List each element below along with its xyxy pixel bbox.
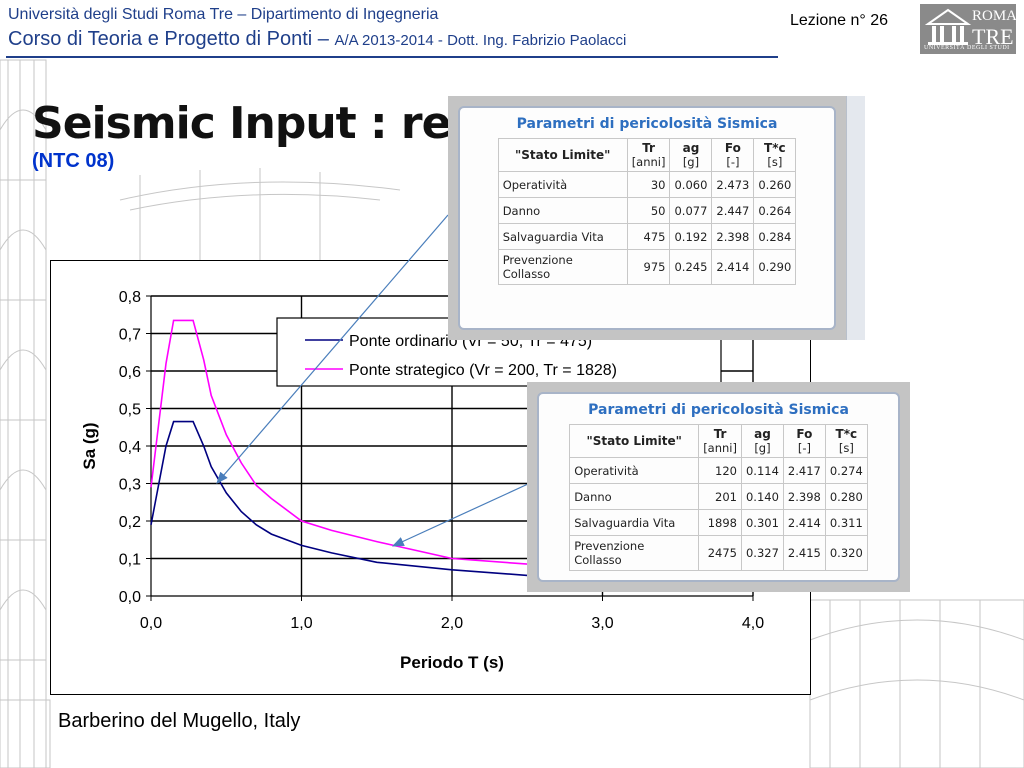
- y-axis-label: Sa (g): [80, 422, 99, 469]
- logo-university: UNIVERSITÀ DEGLI STUDI: [924, 45, 1010, 51]
- col-stato-limite: "Stato Limite": [497, 138, 628, 172]
- hazard-table-panel: Parametri di pericolosità Sismica "Stato…: [458, 106, 836, 330]
- course-name: Corso di Teoria e Progetto di Ponti –: [8, 28, 329, 50]
- x-tick-label: 1,0: [290, 615, 312, 632]
- scrollbar[interactable]: [846, 96, 865, 340]
- hazard-table-panel: Parametri di pericolosità Sismica "Stato…: [537, 392, 900, 582]
- logo-roma: ROMA: [972, 8, 1018, 24]
- x-tick-label: 3,0: [591, 615, 613, 632]
- y-tick-label: 0,2: [119, 514, 141, 531]
- legend-label: Ponte strategico (Vr = 200, Tr = 1828): [349, 362, 617, 379]
- x-tick-label: 4,0: [742, 615, 764, 632]
- university-header: Università degli Studi Roma Tre – Dipart…: [8, 6, 439, 23]
- building-icon: [924, 8, 972, 45]
- table-row: Prevenzione Collasso 2475 0.327 2.415 0.320: [569, 535, 868, 571]
- table-header-row: "Stato Limite" Tr [anni] ag [g] Fo [-] T*c[…: [497, 138, 797, 172]
- y-tick-label: 0,3: [119, 477, 141, 494]
- hazard-table-strategico: Parametri di pericolosità Sismica "Stato…: [527, 382, 910, 592]
- slide-subtitle: (NTC 08): [32, 150, 115, 172]
- hazard-table-ordinario: Parametri di pericolosità Sismica "Stato…: [448, 96, 846, 340]
- table-row: Salvaguardia Vita 1898 0.301 2.414 0.311: [569, 509, 868, 536]
- table-row: Danno 201 0.140 2.398 0.280: [569, 483, 868, 510]
- col-ag: ag [g]: [740, 424, 784, 458]
- hazard-table-title: Parametri di pericolosità Sismica: [516, 116, 778, 132]
- col-tr: Tr [anni]: [698, 424, 742, 458]
- table-header-row: "Stato Limite" Tr [anni] ag [g] Fo [-] T*c[…: [569, 424, 868, 458]
- y-tick-label: 0,6: [119, 364, 141, 381]
- col-fo: Fo [-]: [711, 138, 755, 172]
- y-tick-label: 0,4: [119, 439, 141, 456]
- course-header: Corso di Teoria e Progetto di Ponti – A/…: [8, 28, 626, 51]
- col-stato-limite: "Stato Limite": [569, 424, 700, 458]
- col-fo: Fo [-]: [782, 424, 826, 458]
- table-row: Operatività 30 0.060 2.473 0.260: [497, 171, 797, 198]
- table-row: Prevenzione Collasso 975 0.245 2.414 0.290: [497, 249, 797, 285]
- y-tick-label: 0,8: [119, 289, 141, 306]
- y-tick-label: 0,0: [119, 589, 141, 606]
- col-ag: ag [g]: [669, 138, 713, 172]
- header-rule: [6, 56, 778, 58]
- x-tick-label: 2,0: [441, 615, 463, 632]
- table-row: Danno 50 0.077 2.447 0.264: [497, 197, 797, 224]
- x-tick-label: 0,0: [140, 615, 162, 632]
- lesson-number: Lezione n° 26: [790, 12, 889, 29]
- table-row: Salvaguardia Vita 475 0.192 2.398 0.284: [497, 223, 797, 250]
- col-tr: Tr [anni]: [626, 138, 671, 172]
- y-tick-label: 0,5: [119, 402, 141, 419]
- logo-tre: TRE: [972, 24, 1014, 49]
- course-details: A/A 2013-2014 - Dott. Ing. Fabrizio Paol…: [334, 32, 627, 49]
- y-tick-label: 0,7: [119, 327, 141, 344]
- roma-tre-logo: ROMA TRE UNIVERSITÀ DEGLI STUDI: [920, 4, 1018, 54]
- hazard-table: "Stato Limite" Tr [anni] ag [g] Fo [-] T*c[…: [569, 424, 868, 571]
- location-caption: Barberino del Mugello, Italy: [58, 710, 301, 732]
- hazard-table-title: Parametri di pericolosità Sismica: [588, 402, 849, 418]
- col-tc: T*c [s]: [824, 424, 868, 458]
- table-row: Operatività 120 0.114 2.417 0.274: [569, 457, 868, 484]
- col-tc: T*c [s]: [753, 138, 797, 172]
- x-axis-label: Periodo T (s): [400, 653, 504, 672]
- y-tick-label: 0,1: [119, 552, 141, 569]
- hazard-table: "Stato Limite" Tr [anni] ag [g] Fo [-] T*c[…: [497, 138, 797, 285]
